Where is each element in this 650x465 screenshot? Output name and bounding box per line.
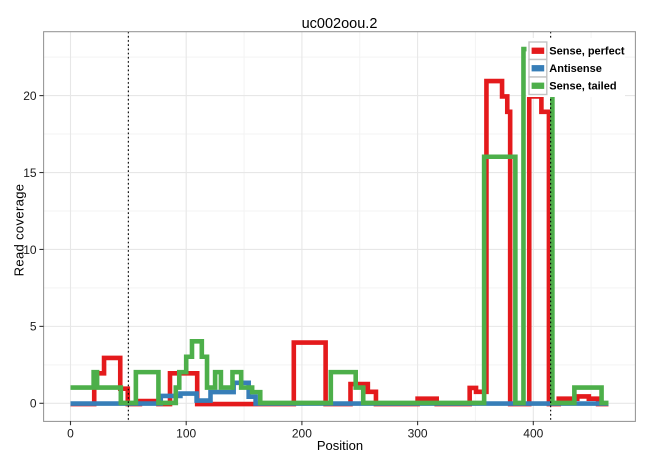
svg-text:Sense, tailed: Sense, tailed [549, 81, 616, 93]
svg-text:100: 100 [176, 427, 196, 441]
svg-text:Antisense: Antisense [549, 63, 602, 75]
svg-text:Position: Position [317, 438, 363, 453]
svg-text:10: 10 [23, 243, 37, 257]
svg-text:15: 15 [23, 166, 37, 180]
svg-text:20: 20 [23, 89, 37, 103]
svg-text:400: 400 [523, 427, 543, 441]
svg-text:Sense, perfect: Sense, perfect [549, 46, 625, 58]
svg-text:200: 200 [292, 427, 312, 441]
svg-text:5: 5 [30, 320, 37, 334]
svg-text:uc002oou.2: uc002oou.2 [302, 16, 378, 32]
svg-text:Read coverage: Read coverage [12, 184, 27, 277]
svg-text:0: 0 [67, 427, 74, 441]
svg-text:0: 0 [30, 397, 37, 411]
svg-text:300: 300 [408, 427, 428, 441]
